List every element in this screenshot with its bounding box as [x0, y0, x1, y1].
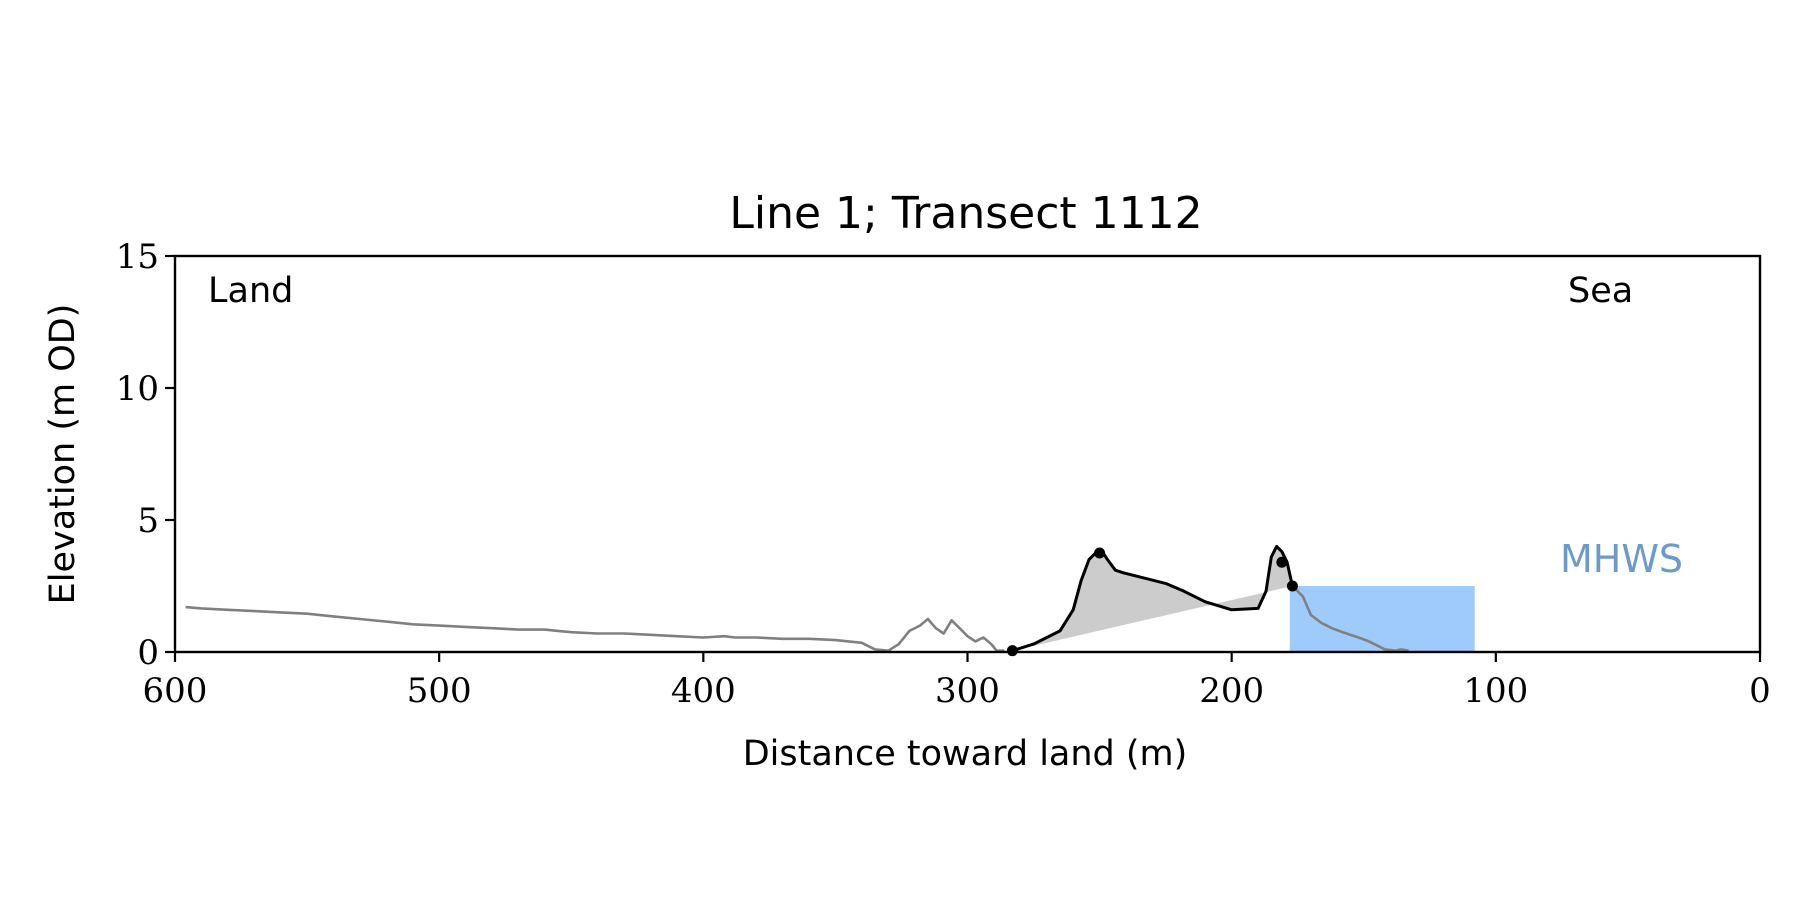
y-tick-label: 15: [116, 237, 159, 277]
x-tick-label: 500: [407, 671, 472, 711]
dune-marker-2: [1094, 547, 1106, 559]
x-tick-label: 200: [1199, 671, 1264, 711]
sea-label: Sea: [1568, 271, 1633, 311]
dune-marker-1: [1006, 645, 1018, 657]
plot-frame: [173, 254, 1762, 654]
x-tick-label: 600: [143, 671, 208, 711]
x-tick-label: 100: [1463, 671, 1528, 711]
x-tick-label: 400: [671, 671, 736, 711]
dune-shaded-region: [1012, 546, 1293, 651]
y-tick-label: 5: [137, 501, 159, 541]
y-axis-label: Elevation (m OD): [43, 304, 83, 605]
mhws-label: MHWS: [1560, 537, 1683, 581]
dune-marker-4: [1286, 580, 1298, 592]
profile-line-landward: [185, 605, 1005, 653]
mhws-water-area: [1289, 586, 1475, 652]
y-tick-label: 10: [116, 369, 159, 409]
x-tick-label: 300: [935, 671, 1000, 711]
profile-line-seaward: [1291, 585, 1409, 653]
chart-title: Line 1; Transect 1112: [729, 188, 1202, 239]
dune-marker-3: [1276, 556, 1288, 568]
y-tick-label: 0: [137, 633, 159, 673]
x-axis-label: Distance toward land (m): [743, 734, 1188, 774]
x-tick-label: 0: [1749, 671, 1771, 711]
land-label: Land: [208, 271, 293, 311]
plot-area: [185, 544, 1475, 657]
dune-profile-line: [1011, 544, 1294, 653]
axis-ticks: 600 500 400 300 200 100 0 0 5 10 15: [116, 237, 1771, 711]
